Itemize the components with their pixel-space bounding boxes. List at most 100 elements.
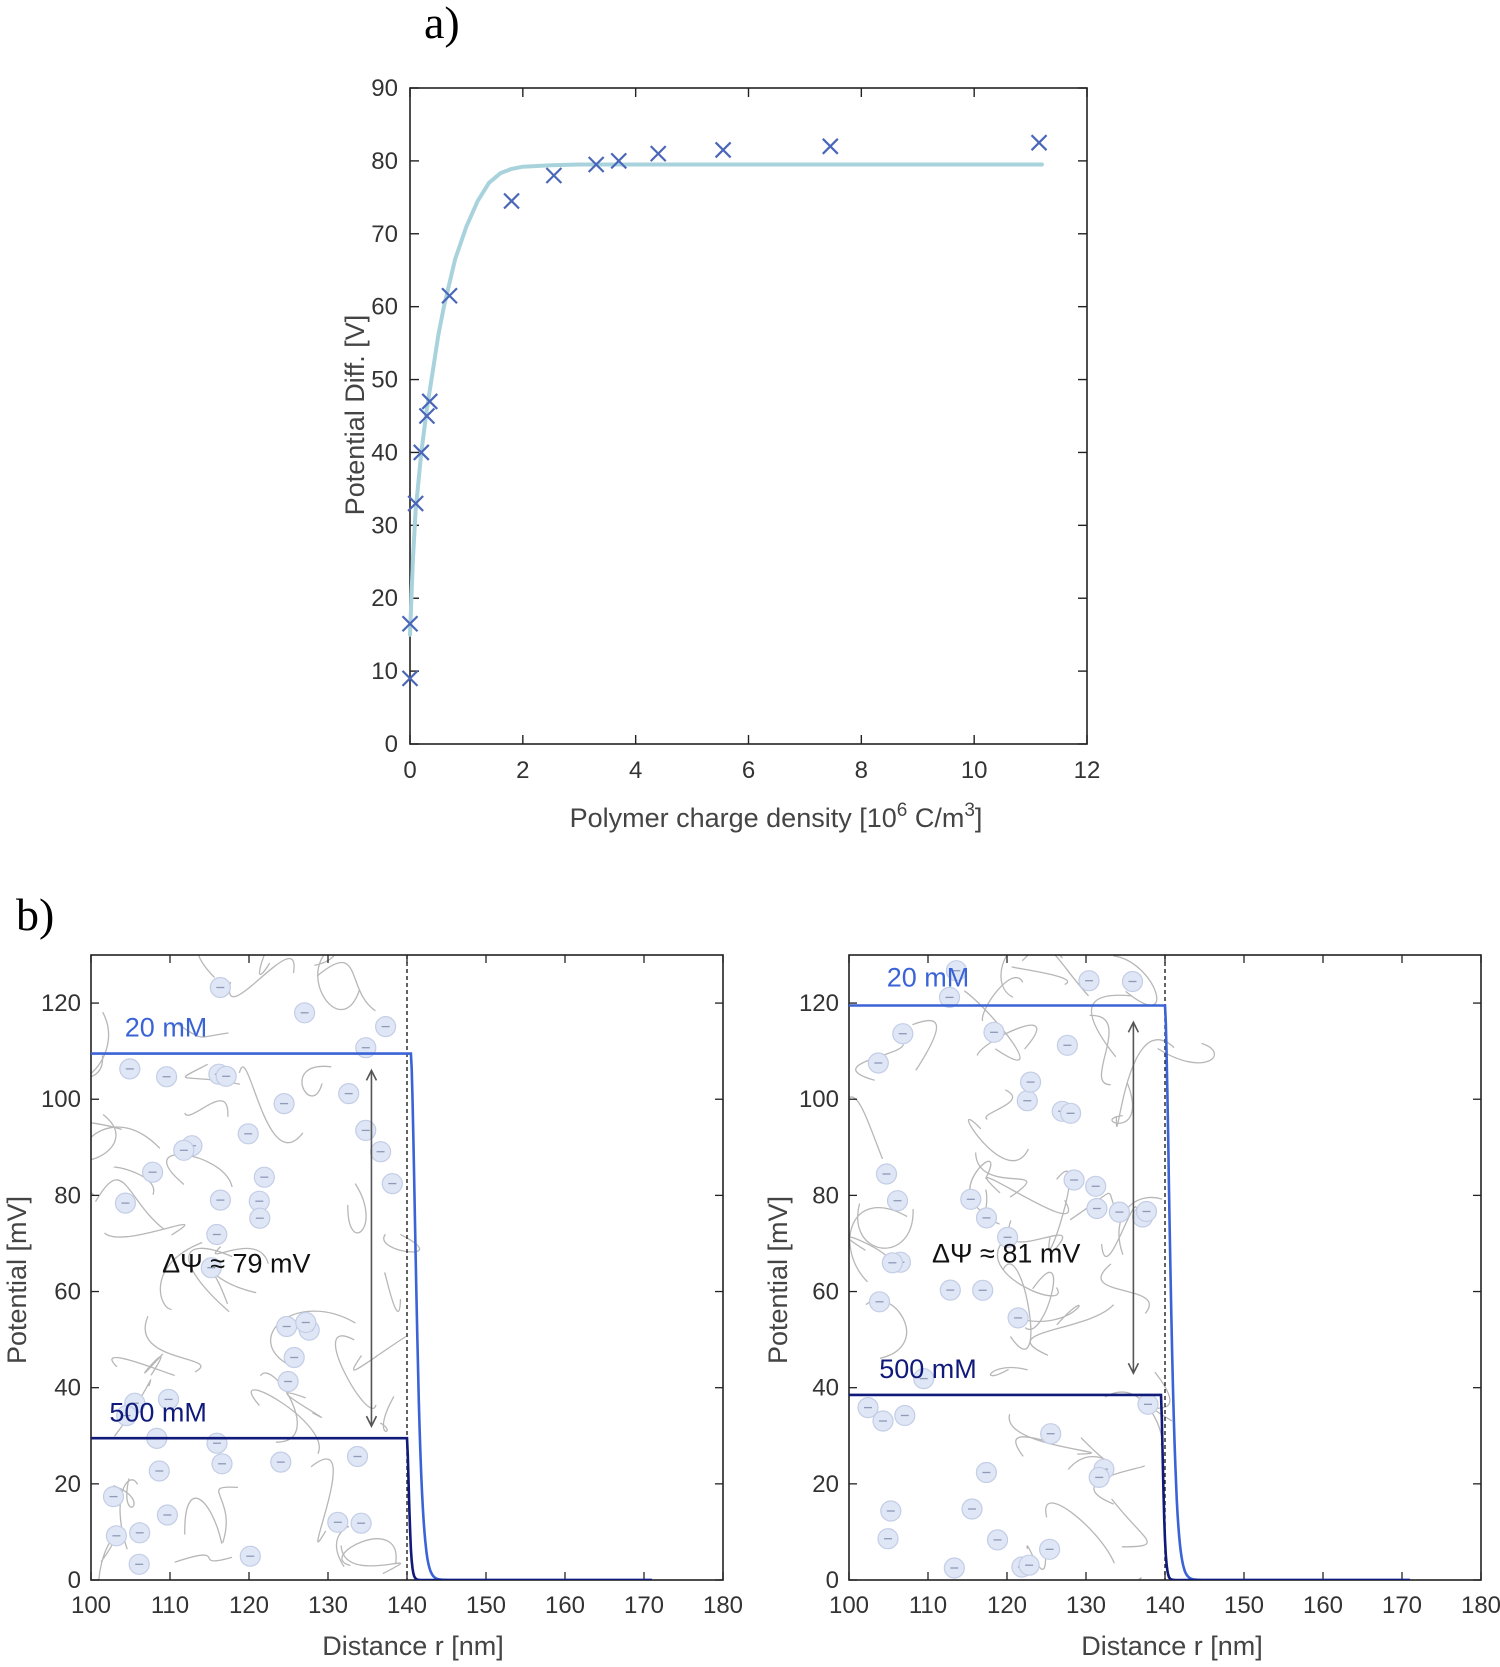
chart-b-right: 100 110 120 130 140 150 160 170 180 0 20 40 60 80 100 1… (799, 954, 1500, 1619)
chart-a-data-point (401, 615, 419, 633)
polymer-strand (1100, 1263, 1150, 1314)
chart-b-ytick-label: 100 (41, 1086, 81, 1113)
chart-a-ytick-label: 80 (371, 148, 398, 175)
chart-b-left-ylabel: Potential [mV] (2, 1196, 32, 1364)
polymer-strand (985, 1177, 1070, 1215)
curve-500mM (91, 1436, 652, 1580)
polymer-strand (1048, 1170, 1071, 1250)
chart-a-data-point (441, 287, 458, 305)
chart-a-marker-stroke (401, 670, 419, 687)
polymer-strand (1045, 1502, 1115, 1564)
chart-b-xtick-label: 130 (1066, 1592, 1106, 1619)
polymer-strand (384, 1272, 402, 1312)
polymer-strand (301, 1065, 332, 1097)
polymer-strand (91, 1055, 104, 1078)
series-label: 500 mM (109, 1397, 207, 1427)
polymer-strand (316, 961, 376, 1012)
curve-20mM (849, 1004, 1410, 1580)
chart-a-marker-stroke (401, 615, 419, 633)
delta-psi-label: ΔΨ ≈ 79 mV (162, 1248, 310, 1278)
chart-a-data-point (503, 192, 520, 210)
polymer-strand (91, 1122, 122, 1131)
chart-b-xtick-label: 100 (71, 1592, 111, 1619)
chart-a-ytick-label: 0 (385, 731, 398, 758)
chart-b-ytick-label: 80 (812, 1182, 839, 1209)
chart-b-right-xlabel: Distance r [nm] (1081, 1631, 1263, 1661)
polymer-strand (996, 1241, 1059, 1297)
chart-b-ytick-label: 20 (54, 1471, 81, 1498)
chart-a-ytick-label: 40 (371, 439, 398, 466)
delta-psi-label: ΔΨ ≈ 81 mV (932, 1239, 1080, 1269)
chart-b-left-xlabel: Distance r [nm] (322, 1631, 504, 1661)
chart-b-ytick-label: 80 (54, 1182, 81, 1209)
chart-a-fit-line (408, 162, 1044, 637)
polymer-strand (314, 955, 335, 967)
chart-a-data-point (587, 156, 605, 173)
chart-a-marker-stroke (407, 495, 424, 512)
polymer-strand (159, 1241, 203, 1310)
polymer-network (91, 955, 420, 1580)
chart-b-xtick-label: 150 (1224, 1592, 1264, 1619)
polymer-strand (1090, 994, 1132, 1058)
chart-a-marker-stroke (421, 393, 439, 410)
chart-b-ytick-label: 60 (812, 1279, 839, 1306)
polymer-strand (184, 1100, 229, 1117)
chart-b-ytick-label: 40 (812, 1375, 839, 1402)
polymer-strand (1154, 1371, 1173, 1422)
chart-b-xtick-label: 160 (545, 1592, 585, 1619)
chart-a-data-point (418, 407, 436, 425)
chart-a-marker-stroke (418, 407, 436, 425)
polymer-strand (112, 1478, 135, 1508)
chart-b-ytick-label: 40 (54, 1375, 81, 1402)
chart-b-xtick-label: 120 (987, 1592, 1027, 1619)
polymer-strand (1000, 955, 1063, 998)
curve-500mM (849, 1393, 1410, 1580)
chart-b-left: 100 110 120 130 140 150 160 170 180 0 20 40 60 80 100 1… (41, 954, 743, 1619)
chart-a-marker-stroke (1030, 134, 1048, 151)
polymer-strand (113, 1166, 155, 1195)
chart-a-data-point (413, 444, 430, 461)
polymer-strand (1021, 955, 1089, 997)
curve-20mM (91, 1052, 652, 1580)
arrow-head-up-icon (1127, 1020, 1140, 1033)
polymer-strand (1008, 1414, 1093, 1455)
chart-a-data-point (714, 141, 732, 159)
series-label: 20 mM (887, 962, 970, 992)
polymer-strand (1024, 1271, 1055, 1331)
panel-a-label: a) (424, 0, 460, 48)
arrow-head-down-icon (365, 1415, 378, 1428)
polymer-strand (857, 1203, 914, 1249)
chart-a-marker-stroke (822, 138, 839, 155)
chart-b-xtick-label: 100 (829, 1592, 869, 1619)
polymer-strand (1023, 1304, 1080, 1326)
chart-b-ytick-label: 0 (68, 1567, 81, 1594)
polymer-strand (184, 1497, 223, 1544)
polymer-strand (286, 1392, 323, 1418)
chart-a-xtick-label: 10 (961, 757, 988, 784)
polymer-strand (967, 1118, 1029, 1162)
chart-a-marker-stroke (545, 167, 563, 184)
chart-a-marker-stroke (441, 287, 458, 305)
chart-a: 0 2 4 6 8 10 12 0 10 20 30 40 50 60 70 80 90 (371, 75, 1100, 784)
chart-a-data-point (545, 167, 563, 184)
chart-a-xtick-label: 12 (1074, 757, 1101, 784)
polymer-strand (1002, 1263, 1032, 1350)
polymer-strand (317, 955, 361, 1011)
arrow-head-down-icon (1127, 1362, 1140, 1376)
polymer-network (849, 955, 1215, 1580)
chart-b-xtick-label: 150 (466, 1592, 506, 1619)
chart-a-ytick-label: 20 (371, 585, 398, 612)
polymer-strand (91, 1113, 117, 1161)
polymer-strand (976, 1024, 1038, 1056)
chart-a-data-point (407, 495, 424, 512)
chart-a-data-point (1030, 134, 1048, 151)
polymer-strand (963, 990, 1021, 1061)
chart-a-xtick-label: 0 (403, 757, 416, 784)
chart-b-xtick-label: 110 (151, 1592, 189, 1619)
polymer-strand (1157, 1042, 1215, 1064)
chart-a-xtick-label: 4 (629, 757, 642, 784)
series-label: 20 mM (125, 1013, 208, 1043)
polymer-strand (1089, 1014, 1111, 1086)
chart-a-data-point (421, 393, 439, 410)
